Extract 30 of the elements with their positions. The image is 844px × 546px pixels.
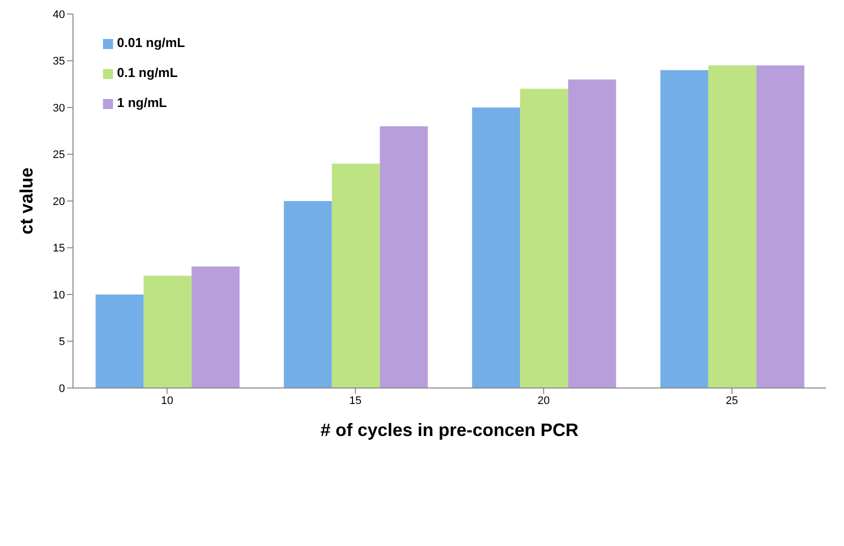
x-tick-label: 10 xyxy=(161,394,174,407)
bar xyxy=(756,65,804,388)
x-tick-label: 20 xyxy=(538,394,550,407)
bar xyxy=(568,79,616,388)
bar xyxy=(380,126,428,388)
bar xyxy=(708,65,756,388)
bar xyxy=(284,201,332,388)
legend-label: 0.1 ng/mL xyxy=(117,65,178,80)
x-tick-label: 15 xyxy=(349,394,362,407)
legend-label: 1 ng/mL xyxy=(117,95,167,110)
y-tick-label: 5 xyxy=(58,336,65,348)
bar xyxy=(192,266,240,388)
y-tick-label: 35 xyxy=(52,56,65,68)
y-tick-label: 0 xyxy=(58,382,65,395)
y-tick-label: 20 xyxy=(52,196,65,208)
bar xyxy=(144,276,192,388)
bar xyxy=(660,70,708,388)
y-tick-label: 25 xyxy=(52,149,65,162)
y-tick-label: 30 xyxy=(52,102,65,114)
bar xyxy=(472,108,520,388)
y-tick-label: 15 xyxy=(52,242,65,255)
legend-label: 0.01 ng/mL xyxy=(117,35,185,50)
bar xyxy=(520,88,568,388)
bar xyxy=(332,164,380,388)
y-axis-title: ct value xyxy=(16,167,36,235)
x-axis-title: # of cycles in pre-concen PCR xyxy=(320,420,579,440)
y-tick-label: 10 xyxy=(52,289,65,302)
bar xyxy=(96,294,144,388)
y-tick-label: 40 xyxy=(52,8,65,21)
x-tick-label: 25 xyxy=(726,394,738,407)
